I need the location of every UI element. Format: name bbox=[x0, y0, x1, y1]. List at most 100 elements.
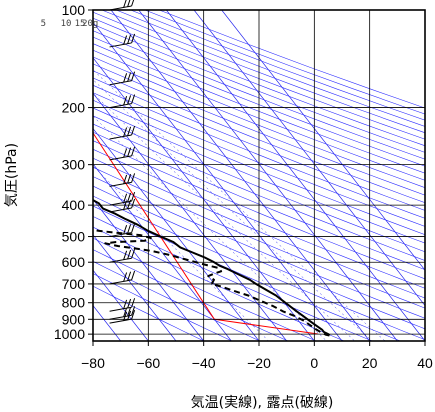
wind-barb-flag bbox=[131, 94, 136, 104]
isotherm-line bbox=[93, 234, 177, 341]
wind-barb bbox=[109, 306, 136, 320]
wind-barb bbox=[109, 71, 136, 86]
isotherm-line bbox=[110, 10, 370, 341]
dry-adiabat-line bbox=[93, 56, 425, 188]
wind-barb-flag bbox=[123, 307, 128, 318]
isotherm-line bbox=[93, 57, 315, 341]
wind-barb bbox=[109, 191, 136, 206]
x-tick-label: −80 bbox=[81, 355, 105, 371]
mixing-ratio-line bbox=[93, 115, 327, 341]
wind-barb-flag bbox=[123, 193, 128, 203]
wind-barb-flag bbox=[123, 311, 128, 321]
dry-adiabat-line bbox=[93, 261, 261, 341]
x-tick-label: 40 bbox=[417, 355, 433, 371]
y-tick-label: 400 bbox=[62, 197, 86, 213]
wind-barb-flag bbox=[131, 249, 136, 259]
wind-barb bbox=[109, 125, 136, 140]
wind-barb-flag bbox=[123, 35, 128, 45]
y-axis-label: 気圧(hPa) bbox=[4, 143, 20, 207]
wind-barb-flag bbox=[127, 298, 132, 309]
x-tick-label: 20 bbox=[362, 355, 378, 371]
wind-barb-flag bbox=[131, 71, 136, 81]
wind-barb bbox=[109, 198, 136, 213]
wind-barb-flag bbox=[131, 198, 136, 209]
wind-barb-flag bbox=[123, 73, 128, 83]
isotherm-line bbox=[93, 269, 149, 341]
y-tick-label: 900 bbox=[62, 311, 86, 327]
wind-barb bbox=[109, 298, 136, 312]
wind-barb-flag bbox=[127, 249, 132, 260]
dry-adiabat-line bbox=[93, 205, 401, 341]
wind-barb-flag bbox=[123, 299, 128, 310]
dry-adiabat-line bbox=[93, 148, 425, 289]
dry-adiabat-line bbox=[93, 195, 425, 341]
dry-adiabat-line bbox=[93, 84, 425, 219]
wind-barb-flag bbox=[127, 95, 132, 105]
isotherm-line bbox=[93, 198, 204, 341]
wind-barb-flag bbox=[127, 72, 132, 82]
mixing-ratio-label: 5 bbox=[41, 19, 46, 29]
mixing-ratio-label: 10 bbox=[61, 19, 72, 29]
dry-adiabat-line bbox=[93, 123, 425, 261]
wind-barb-flag bbox=[131, 0, 135, 7]
dry-adiabat-line bbox=[93, 49, 425, 181]
x-tick-labels: −80 −60 −40 −20 0 20 40 bbox=[81, 355, 433, 371]
wind-barb-flag bbox=[123, 250, 128, 260]
mixing-ratio-line bbox=[93, 79, 373, 341]
wind-barb-flag bbox=[123, 148, 128, 158]
dry-adiabat-line bbox=[93, 43, 425, 174]
wind-barb-flag bbox=[127, 199, 132, 209]
dry-adiabat-line bbox=[93, 99, 425, 236]
wind-barb-flag bbox=[131, 298, 136, 308]
wind-barb-staff bbox=[109, 306, 132, 312]
isotherm-line bbox=[166, 10, 425, 341]
wind-barb bbox=[109, 249, 136, 263]
wind-barb-flag bbox=[131, 173, 136, 183]
wind-barb-flag bbox=[127, 34, 132, 44]
dry-adiabat-line bbox=[93, 70, 425, 204]
x-tick-label: −20 bbox=[247, 355, 271, 371]
dry-adiabat-line bbox=[93, 237, 317, 341]
dry-adiabat-line bbox=[93, 273, 233, 341]
dry-adiabat-line bbox=[93, 77, 425, 211]
dry-adiabat-line bbox=[93, 24, 425, 153]
dry-adiabat-line bbox=[93, 17, 425, 147]
y-tick-label: 100 bbox=[62, 2, 86, 18]
dry-adiabat-line bbox=[93, 249, 289, 341]
wind-barb-flag bbox=[127, 192, 132, 203]
mixing-ratio-line bbox=[93, 93, 355, 341]
dry-adiabat-line bbox=[93, 63, 425, 196]
dry-adiabat-line bbox=[93, 166, 425, 309]
dewpoint-line bbox=[93, 228, 330, 337]
dry-adiabat-line bbox=[93, 115, 425, 253]
wind-barb-flag bbox=[131, 309, 136, 320]
wind-barb bbox=[109, 33, 136, 48]
pressure-grid bbox=[88, 9, 426, 346]
dry-adiabat-line bbox=[93, 157, 425, 299]
wind-barb-flag bbox=[131, 306, 136, 316]
x-tick-label: −60 bbox=[136, 355, 160, 371]
wind-barb bbox=[109, 270, 136, 285]
wind-barb bbox=[109, 94, 136, 109]
wind-barb-staff bbox=[109, 207, 132, 213]
wind-barb-flag bbox=[123, 200, 128, 210]
y-tick-label: 500 bbox=[62, 229, 86, 245]
dry-adiabat-line bbox=[93, 185, 425, 330]
wind-barb-staff bbox=[109, 318, 132, 324]
y-tick-label: 800 bbox=[62, 295, 86, 311]
wind-barb-flag bbox=[127, 0, 131, 7]
wind-barb-staff bbox=[109, 181, 132, 187]
dry-adiabat-line bbox=[93, 92, 425, 227]
wind-barb-staff bbox=[109, 155, 132, 161]
wind-barb-flag bbox=[127, 126, 132, 136]
y-tick-label: 700 bbox=[62, 276, 86, 292]
isotherm-line bbox=[138, 10, 398, 341]
wind-barb-flag bbox=[131, 191, 136, 202]
mixing-ratio-labels: 15101520g bbox=[41, 19, 99, 29]
wind-barb-staff bbox=[109, 279, 132, 285]
x-axis-label: 気温(実線), 露点(破線) bbox=[191, 395, 334, 411]
dry-adiabat-line bbox=[93, 131, 425, 270]
wind-barb-flag bbox=[127, 147, 132, 157]
